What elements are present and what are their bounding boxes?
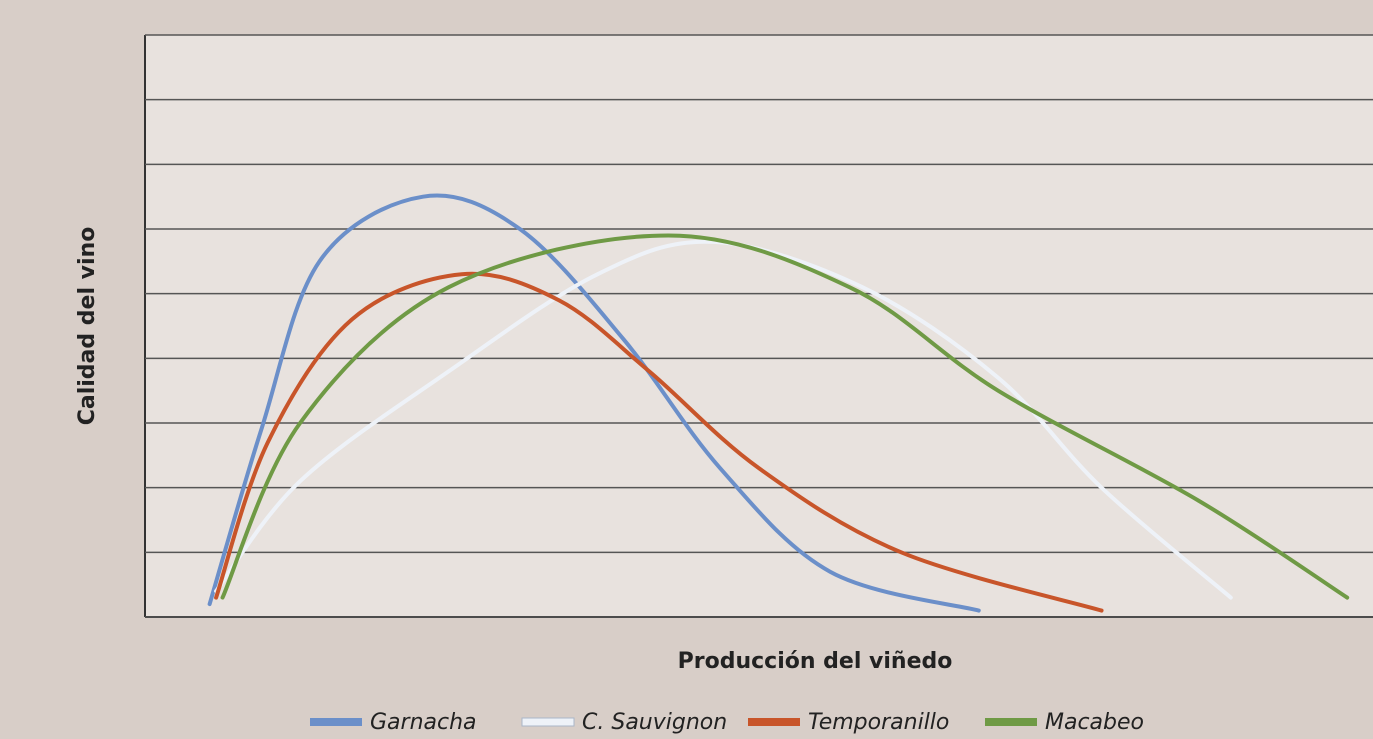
plot-area — [145, 35, 1373, 617]
series-line — [214, 271, 1104, 613]
legend-label: Garnacha — [370, 710, 477, 735]
legend-swatch — [985, 718, 1037, 726]
series-line — [207, 193, 981, 613]
legend-swatch — [310, 718, 362, 726]
series-line — [220, 233, 1350, 600]
y-axis-label: Calidad del vino — [75, 227, 100, 426]
legend-swatch — [521, 717, 575, 727]
legend-label: C. Sauvignon — [582, 710, 727, 735]
x-axis-label: Producción del viñedo — [678, 649, 953, 674]
legend-label: Temporanillo — [808, 710, 949, 735]
series-line — [214, 239, 1233, 600]
legend-swatch — [748, 718, 800, 726]
legend-label: Macabeo — [1045, 710, 1144, 735]
